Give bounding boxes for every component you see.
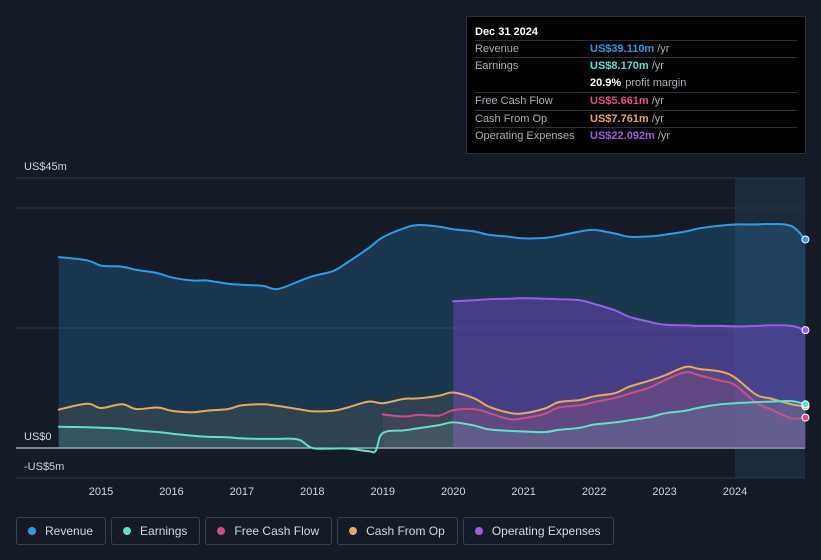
tooltip-row: Free Cash Flow US$5.661m/yr xyxy=(475,92,797,109)
x-tick-label: 2022 xyxy=(582,486,606,498)
tooltip-row-label: Free Cash Flow xyxy=(475,95,553,108)
cash-from-op-line xyxy=(57,365,807,415)
tooltip-row-unit: /yr xyxy=(651,60,664,73)
legend-label: Cash From Op xyxy=(366,524,445,538)
legend: Revenue Earnings Free Cash Flow Cash From O… xyxy=(16,517,614,545)
x-tick-label: 2018 xyxy=(300,486,324,498)
x-tick-label: 2019 xyxy=(371,486,395,498)
y-tick-label: US$45m xyxy=(24,161,67,173)
legend-item-revenue[interactable]: Revenue xyxy=(16,517,107,545)
series-lines xyxy=(57,222,807,454)
cash-from-op-area xyxy=(58,366,806,448)
tooltip-row: Operating Expenses US$22.092m/yr xyxy=(475,126,797,144)
x-tick-label: 2016 xyxy=(159,486,183,498)
tooltip-rows: Revenue US$39.110m/yr Earnings US$8.170m/yr… xyxy=(475,40,797,144)
operating-expenses-line xyxy=(452,297,807,332)
x-tick-label: 2023 xyxy=(652,486,676,498)
legend-label: Operating Expenses xyxy=(491,524,601,538)
tooltip-row-label xyxy=(475,75,590,92)
x-tick-label: 2024 xyxy=(723,486,747,498)
y-tick-label: -US$5m xyxy=(24,461,64,473)
legend-dot-icon xyxy=(123,527,132,535)
y-tick-label: US$0 xyxy=(24,431,52,443)
x-tick-label: 2017 xyxy=(230,486,254,498)
tooltip-row-value: 20.9% xyxy=(590,76,622,89)
revenue-end-point xyxy=(801,235,810,244)
tooltip-row-unit: /yr xyxy=(651,112,664,125)
tooltip-row-label: Revenue xyxy=(475,43,520,55)
tooltip-row-unit: /yr xyxy=(651,95,664,108)
tooltip-row-unit: /yr xyxy=(657,43,670,55)
legend-dot-icon xyxy=(349,527,358,535)
earnings-line xyxy=(57,399,807,454)
revenue-line xyxy=(57,222,807,291)
tooltip-panel: Dec 31 2024 Revenue US$39.110m/yr Earnings… xyxy=(466,16,806,154)
x-tick-label: 2015 xyxy=(89,486,113,498)
tooltip-row-unit: profit margin xyxy=(625,76,687,89)
tooltip-row-label: Earnings xyxy=(475,60,519,73)
legend-item-free-cash-flow[interactable]: Free Cash Flow xyxy=(205,517,333,545)
tooltip-row: Revenue US$39.110m/yr xyxy=(475,40,797,57)
y-axis-ticks: US$45m US$0 -US$5m xyxy=(24,161,67,473)
tooltip-row-value: US$8.170m xyxy=(590,60,649,73)
x-axis-ticks: 2015 2016 2017 2018 2019 2020 2021 2022 2023 2024 xyxy=(89,486,747,498)
tooltip-row: Earnings US$8.170m/yr xyxy=(475,57,797,74)
series-areas xyxy=(58,223,806,453)
legend-dot-icon xyxy=(28,527,36,535)
tooltip-row-value: US$7.761m xyxy=(590,112,649,125)
gridlines xyxy=(16,177,805,479)
legend-label: Revenue xyxy=(45,524,94,538)
tooltip-row-value: US$39.110m xyxy=(590,43,655,55)
free-cash-flow-end-point xyxy=(801,413,810,422)
legend-label: Free Cash Flow xyxy=(234,524,320,538)
tooltip-row-value: US$5.661m xyxy=(590,95,649,108)
legend-dot-icon xyxy=(474,527,483,535)
tooltip-row-label: Cash From Op xyxy=(475,112,548,125)
operating-expenses-end-point xyxy=(801,326,810,335)
legend-label: Earnings xyxy=(140,524,188,538)
legend-item-earnings[interactable]: Earnings xyxy=(111,517,201,545)
tooltip-row: 20.9% profit margin xyxy=(475,75,797,92)
tooltip-row-label: Operating Expenses xyxy=(475,129,575,142)
tooltip-row: Cash From Op US$7.761m/yr xyxy=(475,109,797,127)
series-end-markers xyxy=(801,235,810,422)
x-tick-label: 2020 xyxy=(441,486,465,498)
tooltip-row-unit: /yr xyxy=(657,129,671,142)
legend-item-operating-expenses[interactable]: Operating Expenses xyxy=(462,517,614,545)
legend-item-cash-from-op[interactable]: Cash From Op xyxy=(337,517,458,545)
x-tick-label: 2021 xyxy=(511,486,535,498)
legend-dot-icon xyxy=(217,527,226,535)
tooltip-row-value: US$22.092m xyxy=(590,129,655,142)
tooltip-date: Dec 31 2024 xyxy=(475,26,538,38)
earnings-end-point xyxy=(801,400,810,409)
free-cash-flow-line xyxy=(381,371,807,421)
